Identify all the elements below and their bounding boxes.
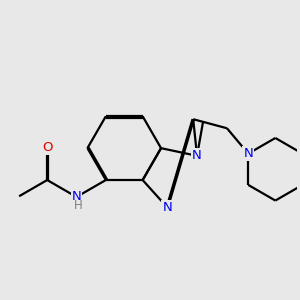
Text: N: N: [243, 147, 253, 160]
Text: N: N: [162, 201, 172, 214]
Text: H: H: [74, 199, 83, 212]
Text: N: N: [192, 149, 202, 162]
Text: N: N: [72, 190, 81, 203]
Text: O: O: [42, 141, 52, 154]
